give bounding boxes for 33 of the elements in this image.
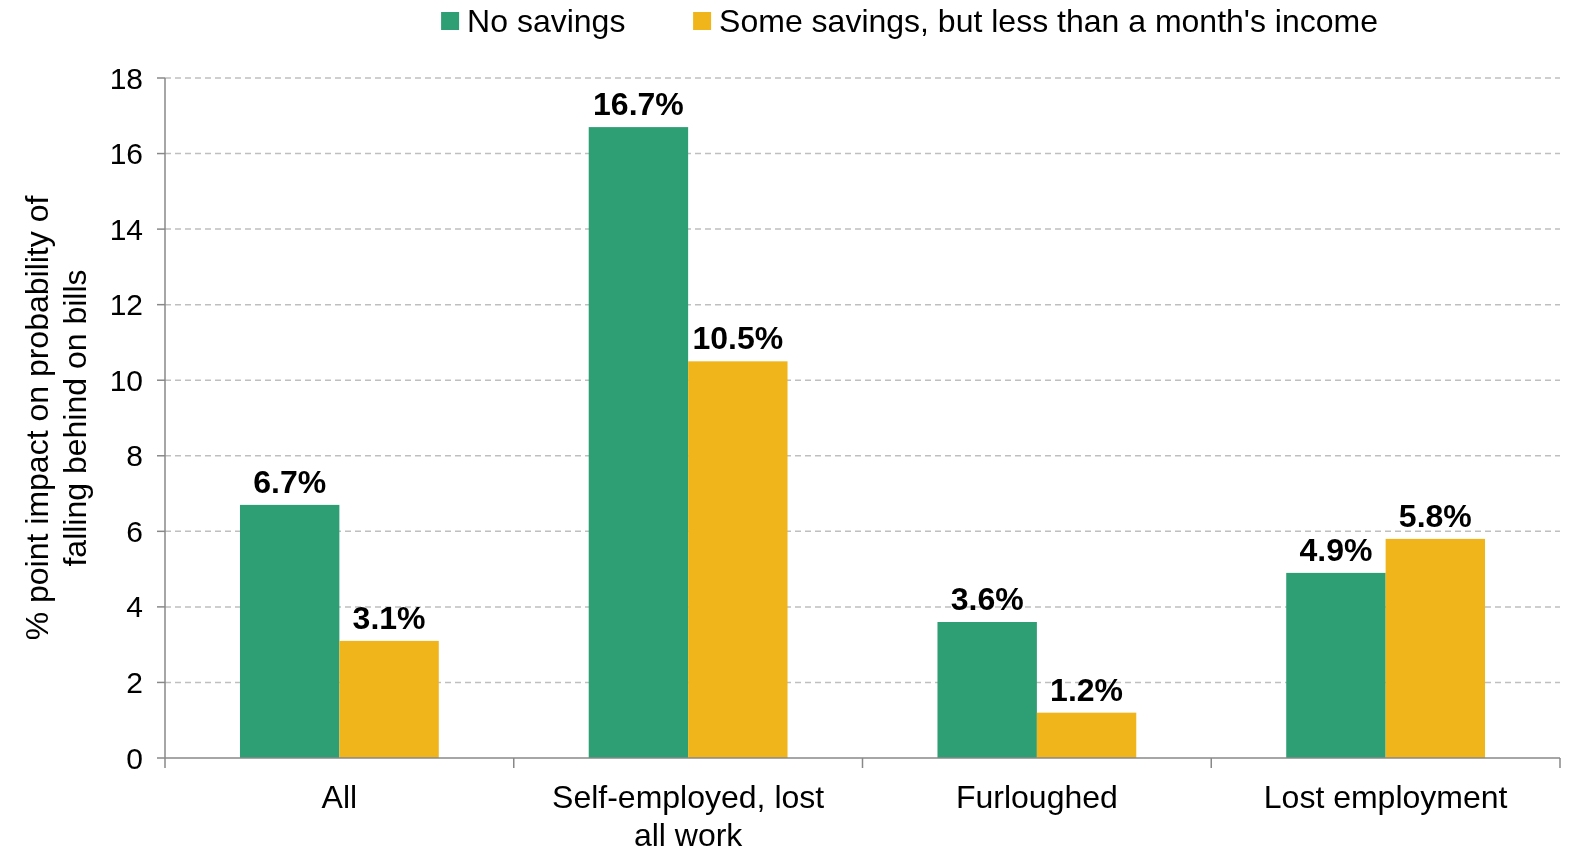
- x-tick-label: Self-employed, lost all work: [552, 779, 825, 853]
- y-tick-label: 2: [126, 665, 143, 699]
- y-tick-label: 8: [126, 439, 143, 473]
- data-label: 3.6%: [950, 581, 1024, 617]
- x-tick-label: Furloughed: [955, 779, 1118, 815]
- data-label: 1.2%: [1050, 671, 1124, 708]
- y-tick-label: 16: [109, 137, 143, 171]
- bar: [688, 361, 788, 758]
- bar: [1385, 538, 1486, 758]
- legend-label: Some savings, but less than a month's income: [719, 3, 1378, 39]
- y-tick-label: 6: [126, 514, 143, 548]
- bar: [339, 640, 439, 758]
- x-tick-label: All: [321, 779, 358, 815]
- y-tick-label: 0: [126, 741, 143, 775]
- y-tick-label: 4: [126, 590, 143, 624]
- data-label: 5.8%: [1398, 497, 1472, 534]
- data-label: 16.7%: [593, 86, 684, 123]
- data-label: 4.9%: [1299, 531, 1373, 568]
- data-label: 3.1%: [352, 599, 426, 636]
- bar: [937, 622, 1037, 758]
- bar: [1286, 572, 1386, 758]
- data-label: 10.5%: [692, 320, 784, 357]
- y-tick-label: 10: [109, 363, 143, 397]
- bar: [588, 127, 689, 758]
- y-tick-label: 18: [109, 61, 143, 95]
- data-label: 6.7%: [253, 463, 327, 500]
- legend-label: No savings: [467, 3, 626, 39]
- y-tick-label: 12: [109, 288, 143, 322]
- bar: [239, 504, 340, 758]
- x-tick-label: Lost employment: [1263, 779, 1508, 815]
- bar: [1036, 712, 1137, 758]
- y-tick-label: 14: [109, 212, 143, 246]
- y-axis-title: % point impact on probability of falling behind on bills: [19, 195, 93, 641]
